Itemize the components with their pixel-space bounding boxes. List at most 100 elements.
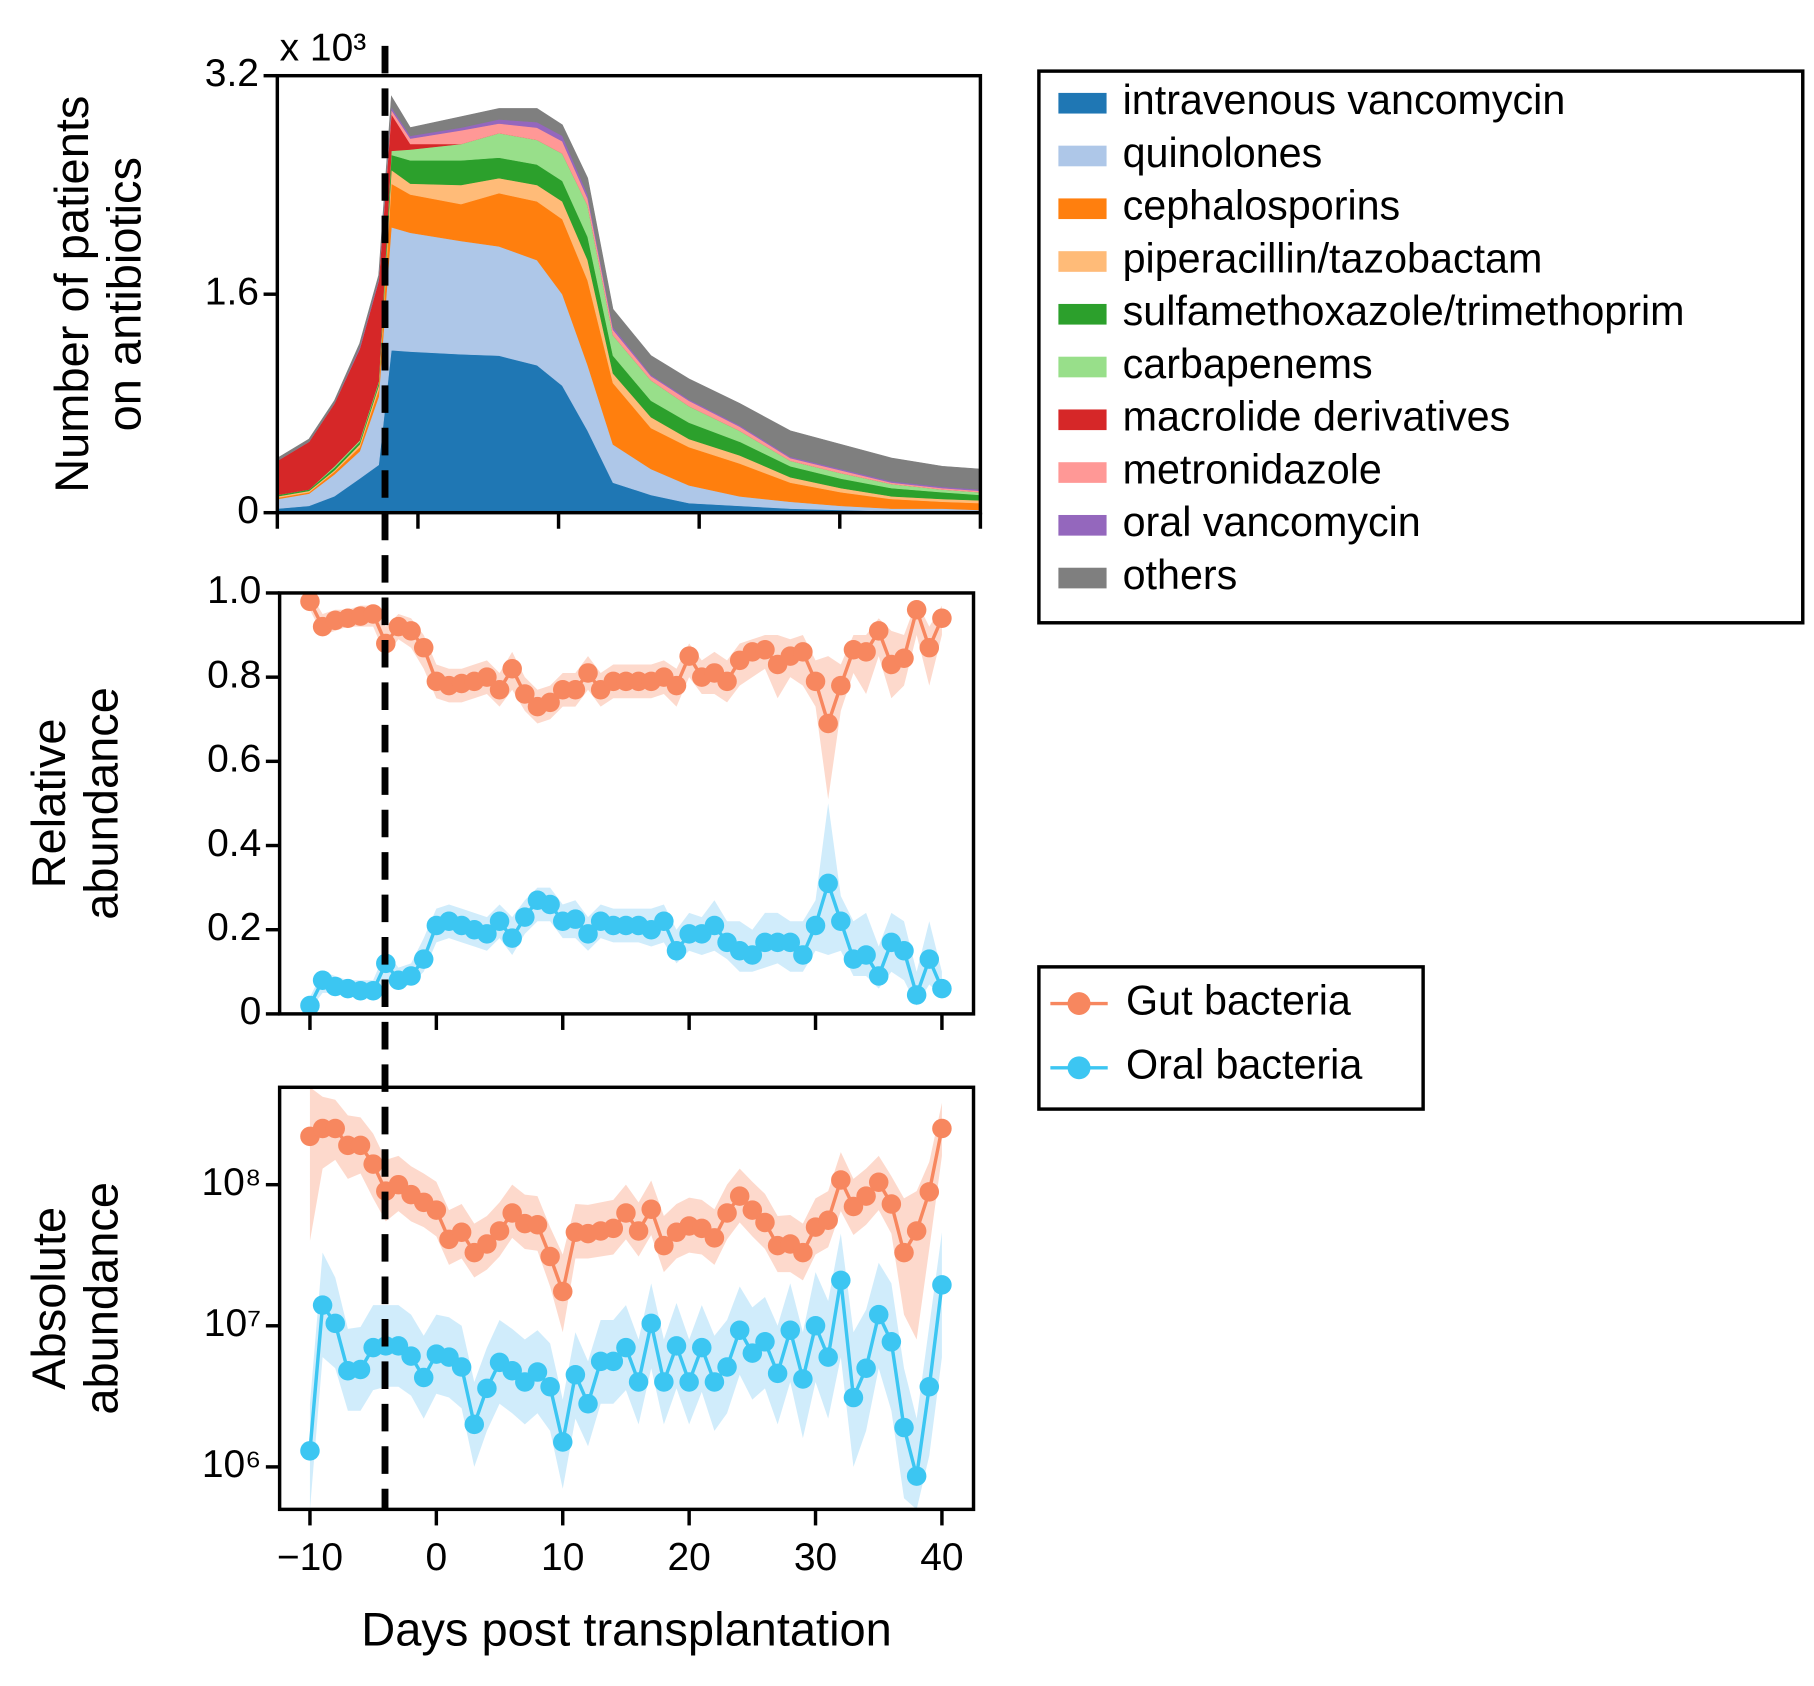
point [932, 1275, 952, 1295]
point [489, 911, 510, 932]
legend-label: intravenous vancomycin [1123, 77, 1566, 123]
legend-label: piperacillin/tazobactam [1123, 235, 1543, 281]
x-tick-label: −10 [277, 1536, 343, 1579]
y-tick-label: 1.0 [207, 569, 261, 612]
point [868, 1172, 889, 1193]
legend-swatch [1058, 462, 1107, 483]
point [540, 1246, 560, 1267]
y-tick-label: 0.8 [207, 653, 261, 696]
point [793, 1369, 813, 1389]
y-axis-label: abundance [75, 687, 128, 920]
point [666, 941, 687, 961]
point [401, 621, 421, 641]
point [894, 1417, 914, 1438]
point [628, 1221, 649, 1241]
point [515, 907, 535, 927]
point [616, 1203, 636, 1223]
point [565, 1364, 586, 1385]
point [477, 1234, 497, 1254]
point [451, 1357, 472, 1377]
y-tick-label: 0 [237, 489, 259, 532]
point [919, 949, 940, 969]
point [932, 1118, 952, 1139]
point [426, 1200, 447, 1220]
point [717, 1357, 737, 1377]
point [565, 909, 586, 929]
point [793, 945, 813, 965]
point [502, 658, 522, 679]
point [300, 1441, 320, 1461]
point [413, 949, 434, 969]
point [755, 1212, 775, 1233]
point [401, 1346, 421, 1366]
legend-label: oral vancomycin [1123, 499, 1421, 545]
point [856, 1186, 876, 1206]
y-axis-label: on antibiotics [98, 157, 151, 431]
legend-swatch [1058, 145, 1107, 167]
legend-label: sulfamethoxazole/trimethoprim [1123, 288, 1685, 334]
point [717, 1203, 737, 1223]
plot-area [300, 592, 952, 1014]
point [755, 640, 775, 660]
point [350, 1135, 371, 1156]
point [540, 894, 560, 915]
point [818, 1347, 838, 1367]
legend-box [1037, 69, 1805, 625]
point [818, 1210, 838, 1230]
point [363, 604, 383, 624]
x-tick-label: 10 [541, 1536, 584, 1579]
confidence-band [309, 803, 942, 1010]
point [413, 637, 434, 658]
axis-multiplier: x 10³ [280, 27, 367, 70]
point [552, 1281, 573, 1302]
confidence-band [309, 1232, 942, 1510]
point [831, 675, 851, 696]
point [868, 1304, 889, 1325]
plot-area [277, 95, 981, 513]
point [780, 1320, 801, 1340]
x-tick-label: 0 [426, 1536, 448, 1579]
y-axis-label: Number of patients [45, 96, 98, 493]
legend-swatch [1058, 198, 1107, 220]
point [818, 873, 838, 894]
point [881, 1194, 902, 1214]
y-tick-label: 3.2 [205, 52, 259, 95]
point [856, 945, 876, 965]
legend-swatch [1058, 303, 1107, 325]
point [654, 1235, 674, 1256]
point [742, 1343, 763, 1363]
legend-label: quinolones [1123, 130, 1323, 176]
point [805, 1316, 826, 1336]
point [894, 1242, 914, 1263]
point [805, 915, 826, 936]
point [704, 1372, 725, 1392]
x-tick-label: 30 [794, 1536, 837, 1579]
point [906, 1466, 927, 1486]
point [729, 1320, 750, 1340]
point [603, 1218, 624, 1239]
axes-frame [277, 1085, 976, 1512]
legend-label: macrolide derivatives [1123, 394, 1511, 440]
point [628, 1372, 649, 1392]
point [919, 1376, 940, 1397]
legend-label: Oral bacteria [1126, 1042, 1362, 1088]
point [477, 924, 497, 944]
point [831, 1270, 851, 1291]
point [413, 1367, 434, 1388]
point [502, 928, 522, 948]
point [654, 1372, 674, 1392]
point [919, 637, 940, 658]
x-axis-label: Days post transplantation [361, 1603, 892, 1656]
point [502, 1361, 522, 1381]
y-tick-label: 0.6 [207, 738, 261, 781]
point [831, 911, 851, 932]
point [692, 1337, 712, 1358]
point [679, 646, 699, 666]
point [919, 1182, 940, 1202]
y-tick-label: 0.2 [207, 906, 261, 949]
legend-swatch [1058, 409, 1107, 431]
y-tick-label: 10⁸ [201, 1161, 261, 1204]
legend-label: metronidazole [1123, 446, 1382, 492]
point [704, 1228, 725, 1248]
